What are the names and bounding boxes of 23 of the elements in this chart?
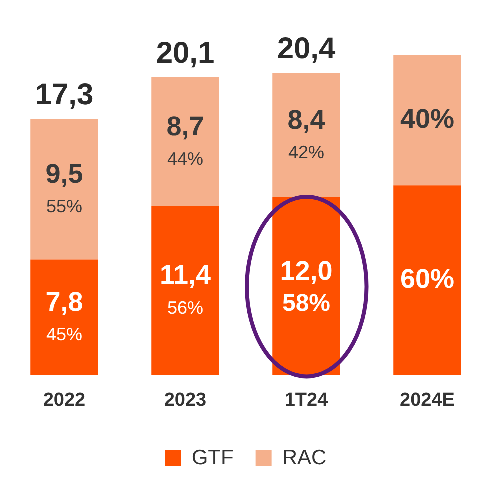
data-label: 8,7 44%: [166, 111, 204, 169]
legend-label: GTF: [192, 446, 234, 470]
x-tick-label: 1T24: [284, 390, 329, 411]
data-label: 12,0 58%: [280, 256, 333, 317]
x-tick-label: 2022: [43, 390, 86, 411]
annotation: 60%: [400, 264, 455, 294]
bar: [152, 206, 220, 376]
data-label: 11,4 56%: [160, 260, 212, 318]
data-label: 7,8 45%: [46, 286, 84, 344]
bar: [394, 55, 462, 186]
legend-label: RAC: [282, 446, 327, 470]
x-tick-label: 2023: [164, 390, 207, 411]
total-label: 20,4: [277, 32, 336, 66]
data-label: 9,5 55%: [46, 158, 84, 216]
total-label: 20,1: [156, 36, 215, 70]
bar: [30, 260, 98, 376]
total-label: 17,3: [35, 78, 94, 112]
data-label: 8,4 42%: [288, 104, 326, 162]
bar: [394, 186, 462, 376]
bar: [30, 119, 98, 260]
x-tick-label: 2024E: [400, 390, 455, 411]
bar: [152, 78, 220, 206]
annotation: 40%: [400, 104, 455, 134]
